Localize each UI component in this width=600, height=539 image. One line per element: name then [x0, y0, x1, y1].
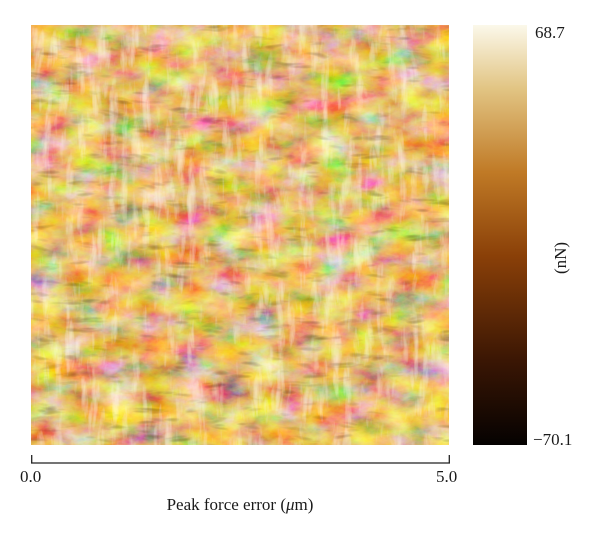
x-title-suffix: m) — [294, 495, 314, 514]
colorbar-unit-label: (nN) — [551, 241, 571, 275]
x-axis-title: Peak force error (μm) — [0, 495, 480, 515]
afm-peak-force-error-map — [31, 25, 449, 445]
x-title-prefix: Peak force error ( — [166, 495, 286, 514]
x-tick-start: 0.0 — [20, 467, 42, 486]
x-title-mu: μ — [285, 495, 295, 514]
x-tick-end: 5.0 — [436, 467, 458, 486]
colorbar — [473, 25, 527, 445]
colorbar-min-label: −70.1 — [533, 430, 573, 449]
x-axis-scale — [31, 455, 450, 464]
colorbar-max-label: 68.7 — [535, 23, 565, 42]
